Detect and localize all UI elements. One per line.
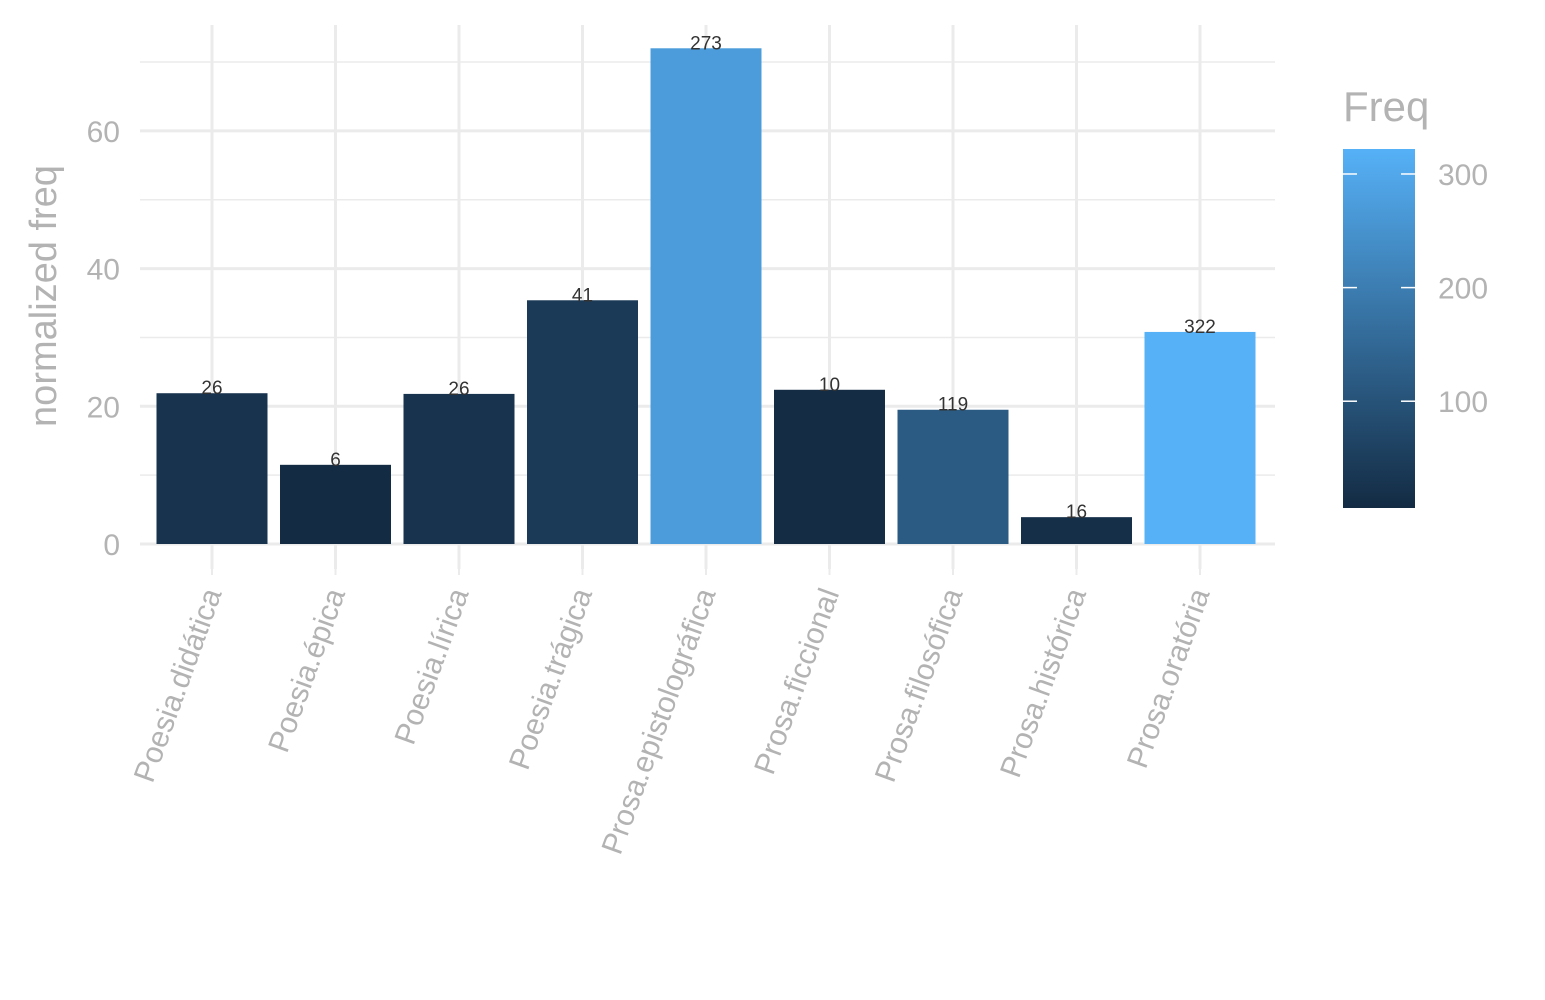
bar-label: 16 [1066, 502, 1087, 523]
bar [1021, 517, 1132, 544]
x-tick-label: Prosa.epistolográfica [596, 584, 723, 859]
bar-label: 10 [819, 375, 840, 396]
legend-tick-label: 100 [1438, 386, 1488, 419]
bar-label: 26 [201, 378, 222, 399]
legend-title: Freq [1343, 83, 1429, 130]
x-tick-label: Prosa.ficcional [748, 584, 846, 779]
x-tick-label: Prosa.filosófica [869, 584, 970, 787]
bar-label: 119 [938, 395, 968, 416]
bar-labels: 26 6 26 41 273 10 119 16 322 [201, 33, 1215, 523]
x-tick-label: Poesia.didática [128, 584, 229, 787]
y-tick-label: 40 [87, 254, 120, 287]
bar [1144, 331, 1256, 544]
bar [156, 393, 268, 544]
legend-tick-label: 300 [1438, 159, 1488, 192]
colorbar [1343, 149, 1415, 508]
x-tick-label: Prosa.histórica [994, 584, 1093, 782]
x-tick-label: Poesia.épica [262, 584, 352, 757]
x-tick-label: Poesia.trágica [503, 584, 599, 774]
y-axis-label: normalized freq [23, 165, 65, 427]
x-tick-label: Prosa.oratória [1121, 584, 1217, 773]
bars [156, 48, 1256, 544]
bar [650, 48, 762, 544]
legend: Freq 100 200 300 [1343, 83, 1488, 508]
y-tick-label: 60 [87, 116, 120, 149]
bar [774, 389, 885, 544]
bar-label: 41 [572, 285, 593, 306]
bar-label: 322 [1184, 317, 1216, 338]
y-axis: 0 20 40 60 [87, 116, 120, 562]
bar [280, 464, 391, 544]
x-axis: Poesia.didática Poesia.épica Poesia.lírica… [128, 569, 1217, 859]
bar [897, 409, 1009, 544]
bar [403, 393, 515, 544]
bar-label: 6 [330, 450, 341, 471]
bar [527, 300, 638, 544]
y-tick-label: 20 [87, 391, 120, 424]
y-tick-label: 0 [103, 529, 120, 562]
bar-label: 26 [448, 379, 469, 400]
x-tick-label: Poesia.lírica [389, 584, 476, 749]
bar-label: 273 [690, 33, 722, 54]
legend-tick-label: 200 [1438, 273, 1488, 306]
